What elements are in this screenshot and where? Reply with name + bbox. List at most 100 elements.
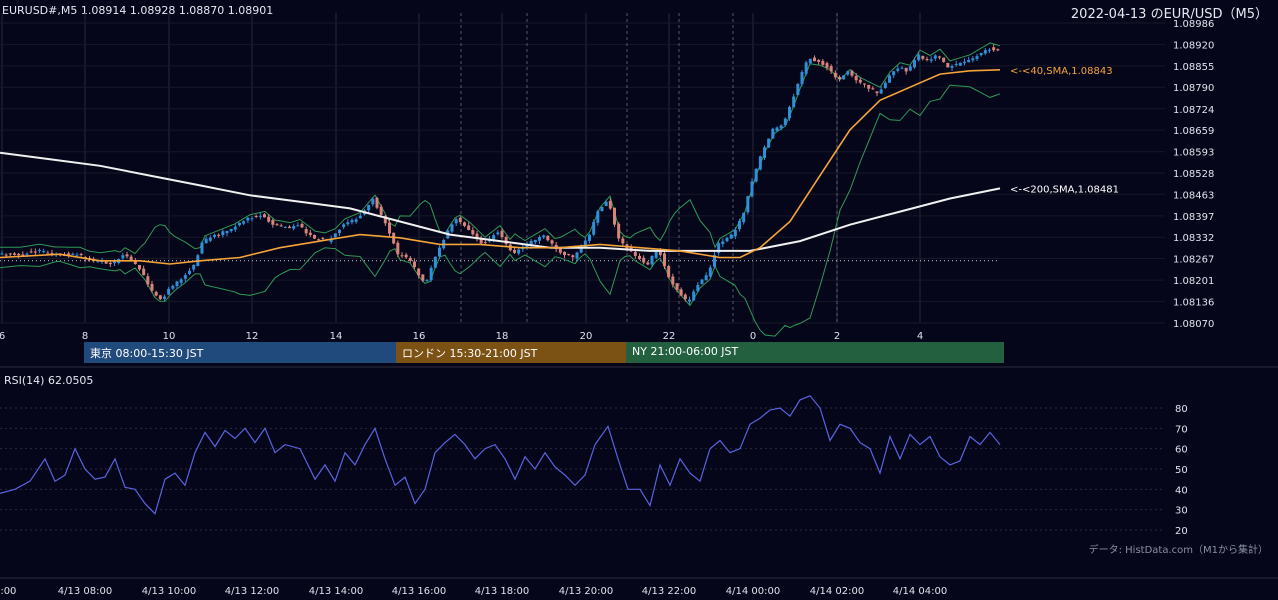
candle-body <box>204 238 208 244</box>
candle-body <box>217 234 221 236</box>
y-tick-label: 1.08593 <box>1173 148 1214 159</box>
candle-body <box>729 234 733 239</box>
candle-body <box>329 238 333 242</box>
sma40-annotation: <-<40,SMA,1.08843 <box>1010 66 1113 77</box>
candle-body <box>992 47 996 51</box>
candle-body <box>400 255 404 257</box>
candle-body <box>967 59 971 63</box>
candle-body <box>313 234 316 239</box>
candle-body <box>113 261 116 264</box>
candle-body <box>933 55 937 59</box>
candles <box>0 44 1000 305</box>
candle-body <box>158 295 162 300</box>
candle-body <box>175 281 179 287</box>
rsi-x-tick-label: 4/13 08:00 <box>58 586 112 597</box>
data-source-note: データ: HistData.com（M1から集計） <box>1088 545 1268 556</box>
candle-body <box>938 56 941 58</box>
candle-body <box>738 220 741 230</box>
candle-body <box>346 222 350 225</box>
candle-body <box>4 254 8 256</box>
candle-body <box>863 83 866 85</box>
candle-body <box>146 276 150 285</box>
candle-body <box>813 57 816 62</box>
candle-body <box>17 253 21 256</box>
candle-body <box>871 88 875 90</box>
candle-body <box>71 253 75 255</box>
candle-body <box>179 279 183 283</box>
candle-body <box>854 76 858 81</box>
candle-body <box>358 215 362 219</box>
candle-body <box>417 268 421 276</box>
candle-body <box>746 196 750 213</box>
candle-body <box>525 244 529 248</box>
candle-body <box>921 55 925 59</box>
candle-body <box>483 242 487 244</box>
grid <box>0 13 1165 324</box>
candle-body <box>367 205 371 211</box>
candle-body <box>875 91 879 94</box>
candle-body <box>558 248 562 253</box>
candle-body <box>479 238 483 244</box>
candle-body <box>46 252 50 254</box>
candle-body <box>263 214 266 218</box>
candle-body <box>888 75 891 83</box>
y-tick-label: 1.08201 <box>1173 276 1214 287</box>
candle-body <box>896 68 900 71</box>
candle-body <box>104 261 108 264</box>
candle-body <box>250 218 254 220</box>
candle-body <box>904 67 908 72</box>
candle-body <box>821 60 825 65</box>
candle-body <box>588 234 591 241</box>
candle-body <box>192 264 196 270</box>
candle-body <box>492 235 496 240</box>
candle-body <box>513 249 516 253</box>
candle-body <box>750 181 754 197</box>
candle-body <box>200 242 204 254</box>
y-tick-label: 1.08267 <box>1173 254 1214 265</box>
candle-body <box>221 231 225 236</box>
candle-body <box>429 267 433 281</box>
candle-body <box>754 168 758 182</box>
candle-body <box>608 200 612 209</box>
candle-body <box>758 156 762 170</box>
candle-body <box>929 59 933 61</box>
candle-body <box>38 250 41 252</box>
sma40-line <box>0 69 1001 265</box>
candle-body <box>942 57 946 62</box>
y-tick-label: 1.08528 <box>1173 169 1214 180</box>
candle-body <box>129 256 133 261</box>
candle-body <box>983 50 987 54</box>
candle-body <box>496 232 500 235</box>
candle-body <box>667 266 671 278</box>
candle-body <box>825 63 829 68</box>
candle-body <box>188 270 191 274</box>
x-tick-label: 16 <box>413 331 426 342</box>
candle-body <box>321 237 325 239</box>
chart-title: 2022-04-13 のEUR/USD（M5） <box>1070 7 1268 22</box>
candle-body <box>454 219 458 224</box>
candle-body <box>142 268 146 276</box>
candle-body <box>550 240 554 244</box>
candle-body <box>879 89 883 94</box>
candle-body <box>538 237 541 241</box>
candle-body <box>675 283 679 290</box>
y-tick-label: 1.08070 <box>1173 319 1214 330</box>
candle-body <box>21 254 25 256</box>
candle-body <box>308 232 312 235</box>
candle-body <box>742 212 746 223</box>
candle-body <box>275 224 279 226</box>
price-chart: 1.08986 1.08920 1.08855 1.08790 1.08724 1.086… <box>0 13 1214 342</box>
rsi-x-tick-label: 4/13 10:00 <box>142 586 196 597</box>
candle-body <box>950 65 954 68</box>
session-ny-label: NY 21:00-06:00 JST <box>632 345 739 358</box>
candle-body <box>213 234 216 237</box>
candle-body <box>846 71 850 75</box>
candle-body <box>683 294 687 300</box>
candle-body <box>654 250 658 258</box>
candle-body <box>583 240 587 248</box>
candle-body <box>867 84 871 89</box>
bollinger-lower-line <box>0 84 1001 337</box>
rsi-x-tick-label: 4/13 20:00 <box>559 586 613 597</box>
x-tick-label: 14 <box>330 331 343 342</box>
candle-body <box>171 285 175 289</box>
